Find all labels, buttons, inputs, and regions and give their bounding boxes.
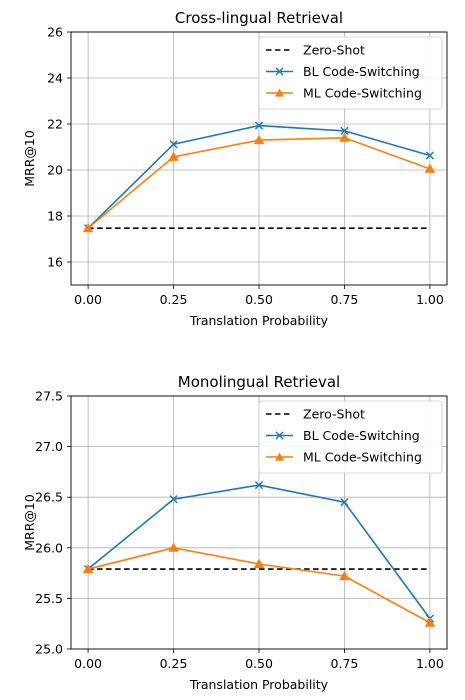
y-tick-label: 25.5 — [35, 591, 63, 606]
legend-label: ML Code-Switching — [303, 450, 422, 465]
x-tick-label: 0.75 — [331, 292, 359, 307]
data-point-x-marker — [340, 126, 349, 135]
y-tick-label: 16 — [47, 255, 63, 270]
y-tick-label: 27.0 — [35, 439, 63, 454]
legend-triangle-marker — [275, 88, 284, 97]
chart-title: Monolingual Retrieval — [178, 373, 340, 391]
data-point-triangle-marker — [82, 222, 94, 233]
y-axis-label: MRR@10 — [22, 494, 37, 551]
legend-label: BL Code-Switching — [303, 64, 420, 79]
legend-label: ML Code-Switching — [303, 86, 422, 101]
y-tick-label: 26.5 — [35, 490, 63, 505]
legend: Zero-Shot BL Code-Switching ML Code-Switch… — [258, 36, 443, 110]
data-point-triangle-marker — [424, 163, 436, 173]
plot-frame — [70, 395, 448, 650]
y-tick-label: 20 — [47, 163, 63, 178]
x-tick-label: 0.25 — [160, 292, 188, 307]
data-point-triangle-marker — [168, 151, 179, 161]
chart-1: 0.00 0.25 0.50 0.75 1.00 16 18 20 22 24 26 Cross-li… — [22, 9, 448, 328]
legend-box — [258, 36, 443, 110]
data-point-triangle-marker — [253, 134, 265, 145]
legend: Zero-Shot BL Code-Switching ML Code-Switch… — [258, 400, 443, 474]
y-tick-label: 18 — [47, 209, 63, 224]
legend-box — [258, 400, 443, 474]
data-point-triangle-marker — [168, 542, 179, 552]
legend-x-marker — [275, 431, 284, 440]
data-point-x-marker — [425, 151, 435, 160]
y-tick-label: 22 — [47, 117, 63, 132]
data-point-triangle-marker — [424, 617, 436, 627]
legend-label: Zero-Shot — [303, 43, 365, 58]
legend-triangle-marker — [275, 452, 284, 461]
x-axis-label: Translation Probability — [189, 677, 329, 692]
x-tick-label: 0.50 — [245, 292, 273, 307]
y-tick-label: 26.0 — [35, 540, 63, 555]
x-tick-label: 0.00 — [74, 656, 102, 671]
chart-title: Cross-lingual Retrieval — [175, 9, 343, 27]
data-point-x-marker — [169, 140, 178, 149]
legend-label: BL Code-Switching — [303, 428, 420, 443]
y-axis-label: MRR@10 — [22, 130, 37, 187]
x-tick-label: 1.00 — [416, 292, 444, 307]
x-tick-label: 1.00 — [416, 656, 444, 671]
chart-2: 0.00 0.25 0.50 0.75 1.00 25.0 25.5 26.0 26.5 27.0… — [22, 373, 448, 692]
x-tick-label: 0.50 — [245, 656, 273, 671]
data-point-triangle-marker — [339, 570, 350, 581]
data-point-triangle-marker — [82, 563, 94, 574]
y-tick-label: 24 — [47, 71, 63, 86]
data-point-x-marker — [340, 498, 349, 507]
data-point-triangle-marker — [253, 558, 265, 568]
x-tick-label: 0.75 — [331, 656, 359, 671]
x-axis-label: Translation Probability — [189, 313, 329, 328]
x-tick-label: 0.00 — [74, 292, 102, 307]
data-point-x-marker — [169, 495, 178, 504]
data-point-x-marker — [254, 480, 264, 490]
plot-frame — [70, 31, 448, 286]
y-tick-label: 27.5 — [35, 389, 63, 404]
y-tick-label: 25.0 — [35, 642, 63, 657]
y-tick-label: 26 — [47, 25, 63, 40]
x-tick-label: 0.25 — [160, 656, 188, 671]
data-point-triangle-marker — [339, 132, 350, 142]
legend-label: Zero-Shot — [303, 407, 365, 422]
legend-x-marker — [275, 67, 284, 76]
data-point-x-marker — [254, 121, 264, 130]
